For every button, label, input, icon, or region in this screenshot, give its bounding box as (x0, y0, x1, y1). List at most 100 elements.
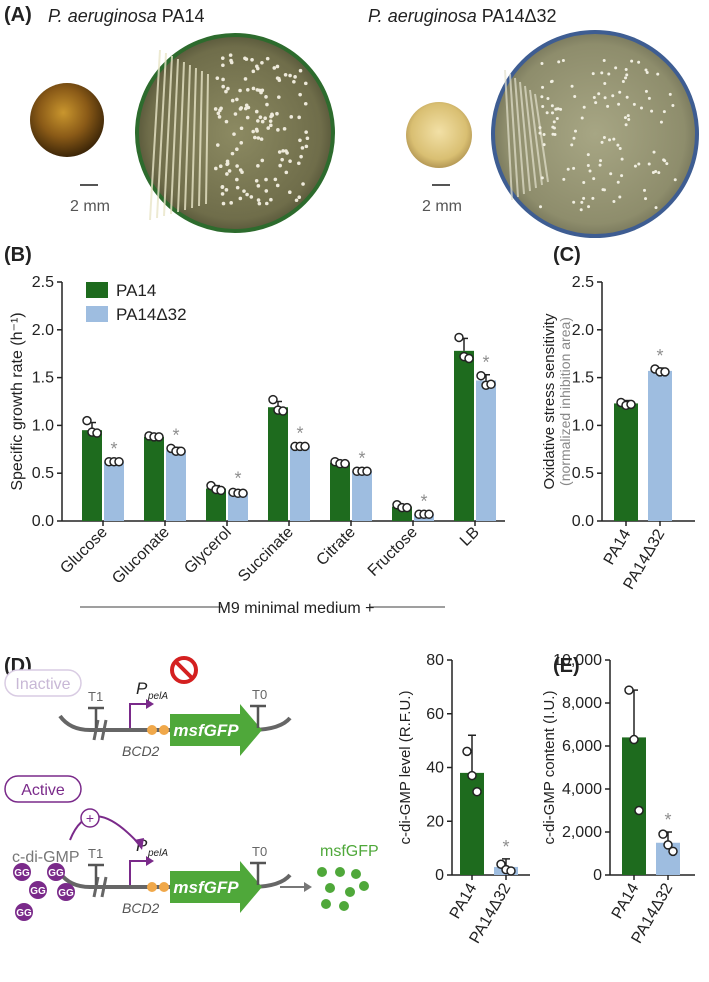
cdg-molecule-label: GG (14, 868, 30, 879)
label-msfgfp-out: msfGFP (320, 843, 379, 860)
colony-dot (551, 132, 555, 136)
y-tick-label: 2,000 (562, 824, 602, 841)
colony-dot (243, 106, 248, 111)
gene-msfgfp-arrow (170, 704, 262, 756)
legend-swatch-pa14d32 (86, 306, 108, 322)
colony-dot (218, 108, 222, 113)
colony-dot (276, 128, 280, 132)
colony-dot (552, 120, 556, 124)
colony-dot (277, 78, 282, 83)
colony-dot (245, 192, 249, 197)
colony-dot (540, 176, 544, 180)
colony-dot (586, 153, 590, 157)
bar-pa14d32 (166, 450, 186, 521)
colony-dot (561, 58, 565, 62)
colony-dot (230, 151, 235, 156)
colony-dot (260, 61, 264, 65)
colony-dot (214, 166, 218, 171)
legend-swatch-pa14 (86, 282, 108, 298)
data-point (278, 406, 288, 416)
data-point (362, 466, 372, 477)
x-tick-label: PA14 (601, 526, 635, 567)
species-name: P. aeruginosa (48, 6, 157, 26)
y-axis-title: c-di-GMP level (R.F.U.) (397, 691, 414, 845)
colony-dot (624, 76, 628, 80)
colony-dot (221, 201, 226, 206)
streak-line (177, 61, 185, 213)
colony-dot (233, 112, 238, 116)
label-cdg: c-di-GMP (12, 849, 80, 866)
colony-dot (245, 87, 250, 92)
data-point (626, 399, 636, 410)
colony-dot (221, 63, 225, 68)
data-point (454, 332, 464, 343)
bcd-dot (159, 725, 169, 735)
colony-dot (303, 81, 308, 86)
streak-line (191, 67, 197, 209)
gfp-protein (325, 883, 335, 893)
y-tick-label: 0.5 (32, 465, 54, 482)
promoter-arrow (129, 703, 148, 728)
data-point (340, 458, 350, 469)
colony-dot (559, 107, 563, 111)
data-point (663, 840, 673, 850)
colony-dot (259, 137, 264, 141)
streak-line (184, 64, 191, 211)
y-axis-subtitle: (normalized inhibition area) (557, 317, 573, 486)
colony-dot (224, 89, 228, 94)
colony-dot (551, 111, 555, 115)
colony-dot (249, 195, 254, 199)
colony-dot (611, 94, 615, 98)
colony-dot (598, 163, 602, 167)
significance-star: * (172, 425, 179, 445)
state-active-pill (4, 775, 82, 803)
data-point (467, 770, 477, 781)
colony-dot (251, 69, 256, 74)
colony-dot (656, 72, 660, 76)
colony-dot (238, 196, 243, 201)
species-name: P. aeruginosa (368, 6, 477, 26)
label-bcd2: BCD2 (122, 743, 160, 759)
colony-dot (555, 117, 559, 121)
colony-dot (221, 84, 225, 89)
colony-dot (251, 129, 255, 134)
colony-dot (220, 56, 225, 60)
colony-dot (573, 129, 577, 133)
gene-msfgfp-arrow (170, 861, 262, 913)
data-point (624, 685, 634, 695)
data-point (486, 379, 496, 390)
colony-dot (245, 115, 250, 120)
colony-dot (673, 178, 677, 182)
colony-dot (620, 157, 624, 161)
colony-dot (264, 189, 269, 193)
colony-dot (618, 90, 622, 94)
colony-dot (627, 117, 631, 121)
streaks-pa14 (149, 49, 310, 221)
y-tick-label: 10,000 (553, 652, 602, 669)
colony-dot (626, 114, 630, 118)
y-tick-label: 40 (426, 760, 444, 777)
bar-pa14 (454, 350, 474, 521)
plus-sign: + (86, 810, 94, 826)
colony-dot (280, 157, 284, 162)
strain-name: PA14Δ32 (481, 6, 557, 26)
colony-dot (602, 135, 606, 139)
significance-star: * (296, 423, 303, 443)
bar-pa14 (460, 772, 484, 875)
colony-dot (539, 205, 543, 209)
colony-dot (275, 64, 280, 69)
label-gene: msfGFP (173, 878, 239, 897)
significance-star: * (502, 837, 509, 857)
colony-dot (651, 171, 655, 175)
streak-line (519, 81, 531, 192)
bar-pa14d32 (104, 461, 124, 521)
label-promoter-sub: pelA (147, 848, 168, 859)
colony-dot (265, 102, 269, 107)
y-tick-label: 60 (426, 706, 444, 723)
y-tick-label: 2.5 (32, 274, 54, 291)
promoter-arrowhead (146, 856, 154, 866)
bar-pa14 (82, 430, 102, 521)
streak-line (149, 49, 161, 221)
break-mark (92, 719, 100, 741)
break-mark (92, 876, 100, 898)
